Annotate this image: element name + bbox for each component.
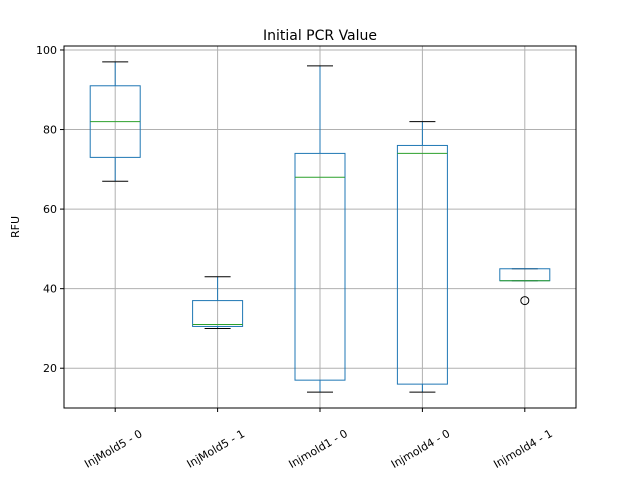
iqr-box [396, 144, 448, 385]
box-group [89, 61, 141, 182]
outlier-point [520, 296, 530, 306]
y-tick-label: 20 [43, 362, 57, 375]
box-group [294, 65, 346, 393]
iqr-box [294, 152, 346, 381]
box-group [192, 276, 244, 329]
y-tick-label: 80 [43, 124, 57, 137]
chart-title: Initial PCR Value [263, 28, 377, 44]
box-group [499, 268, 551, 306]
y-tick-label: 40 [43, 283, 57, 296]
box-group [396, 121, 448, 393]
y-tick-label: 60 [43, 203, 57, 216]
y-axis-label: RFU [9, 216, 22, 238]
y-tick-label: 100 [36, 44, 57, 57]
box-layer [89, 61, 551, 393]
iqr-box [192, 300, 244, 327]
